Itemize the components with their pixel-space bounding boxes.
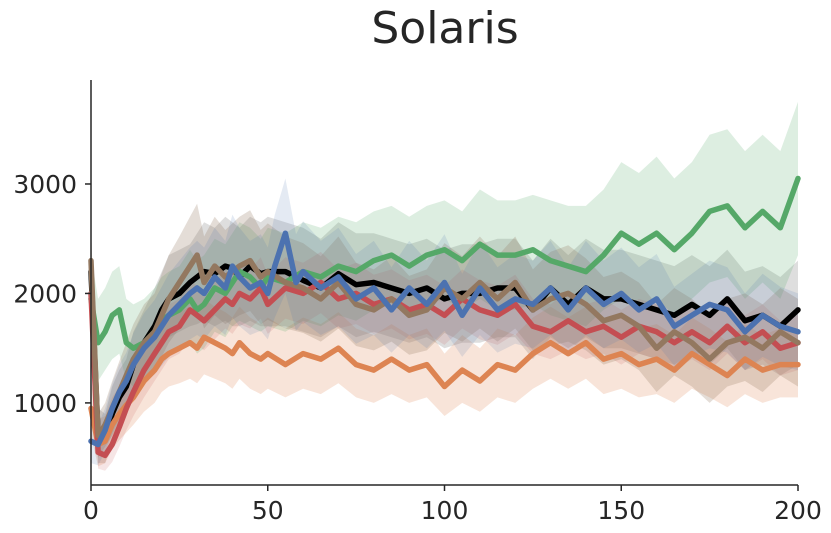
series-6-band <box>91 178 798 466</box>
y-tick-label: 3000 <box>13 170 77 199</box>
x-tick-label: 200 <box>774 496 822 525</box>
series-6-line <box>88 230 801 448</box>
series-5-band <box>91 203 798 458</box>
y-tick-label: 1000 <box>13 389 77 418</box>
x-tick-label: 0 <box>83 496 99 525</box>
chart-title: Solaris <box>371 3 518 54</box>
series-5-line <box>88 252 801 439</box>
series-lines <box>88 175 801 459</box>
series-2-line <box>88 334 801 448</box>
series-3-band <box>91 101 798 387</box>
y-tick-label: 2000 <box>13 279 77 308</box>
x-tick-label: 100 <box>421 496 469 525</box>
x-tick-label: 150 <box>597 496 645 525</box>
x-tick-label: 50 <box>252 496 284 525</box>
axes: 0 50 100 150 200 1000 2000 3000 <box>13 80 822 525</box>
